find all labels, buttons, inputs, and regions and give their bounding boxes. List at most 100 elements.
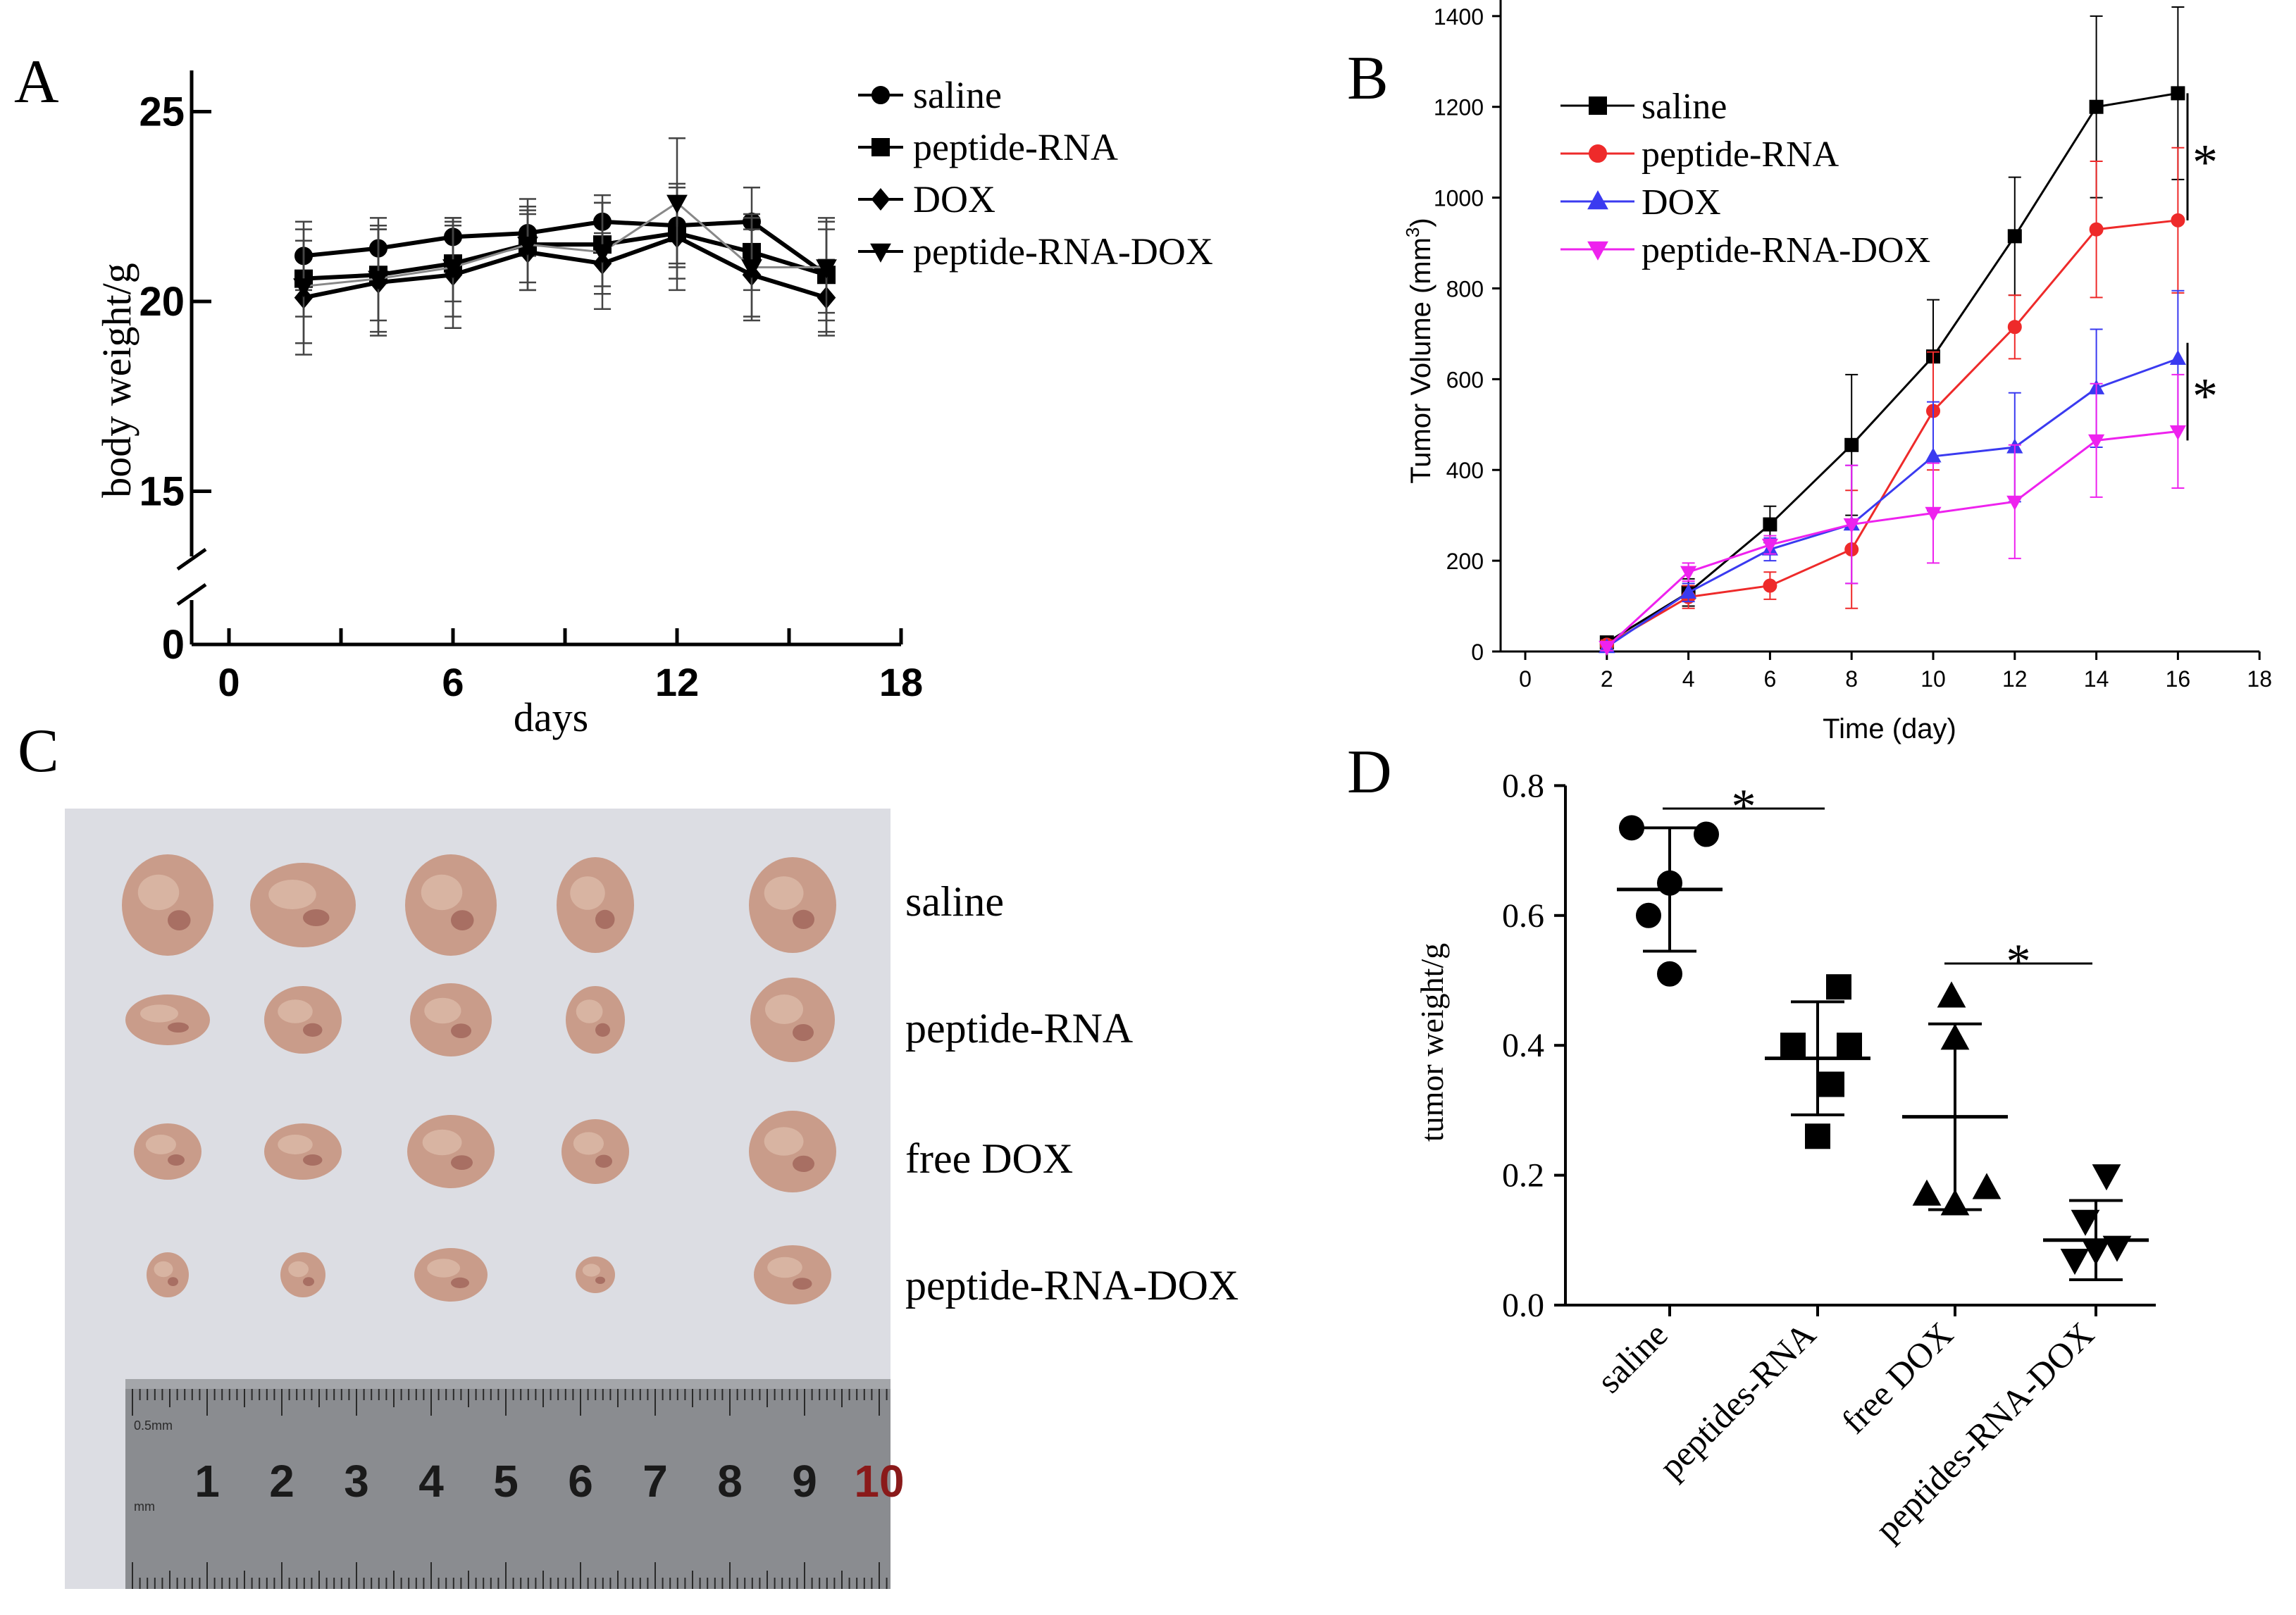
data-point-peptides-RNA: [1805, 1123, 1830, 1149]
y-tick-label-a: 15: [139, 469, 185, 515]
tumor-highlight: [268, 880, 316, 909]
x-tick-label-b: 10: [1920, 666, 1946, 692]
data-point-DOX: [1925, 447, 1942, 463]
ruler: 0.5mm mm 1 2 3 4 5 6 7 8 9 10: [125, 1379, 905, 1589]
legend-marker-DOX: [871, 188, 891, 211]
legend-marker-peptide-RNA-DOX: [870, 243, 891, 263]
data-point-saline: [2007, 229, 2022, 244]
ruler-number: 5: [493, 1456, 519, 1507]
data-point-saline: [1636, 902, 1661, 928]
series-line-DOX: [303, 235, 827, 300]
legend-label: saline: [913, 74, 1002, 116]
tumor-sample: [280, 1252, 325, 1297]
panel-label-d: D: [1347, 738, 1392, 806]
x-tick-label-b: 18: [2247, 666, 2272, 692]
ruler-number: 2: [269, 1456, 294, 1507]
x-tick-label-b: 0: [1519, 666, 1532, 692]
data-point-free DOX: [1937, 981, 1966, 1008]
data-point-DOX: [2169, 349, 2186, 366]
photo-row-label: peptide-RNA: [905, 1005, 1133, 1052]
data-point-peptide-RNA-DOX: [2006, 495, 2023, 511]
tumor-sample: [264, 1123, 342, 1180]
y-tick-label-d: 0.0: [1502, 1287, 1544, 1324]
x-tick-label-b: 12: [2002, 666, 2028, 692]
tumor-dark-spot: [793, 1278, 812, 1290]
tumor-dark-spot: [793, 1024, 814, 1041]
data-point-peptide-RNA-DOX: [2169, 425, 2186, 440]
data-point-peptide-RNA-DOX: [741, 259, 762, 279]
legend-marker-saline: [871, 86, 890, 104]
tumor-sample: [566, 986, 625, 1054]
data-point-peptide-RNA-DOX: [1925, 506, 1942, 522]
tumor-highlight: [573, 1132, 604, 1155]
data-point-peptide-RNA-DOX: [1599, 640, 1615, 656]
tumor-dark-spot: [168, 1022, 189, 1033]
tumor-sample: [750, 978, 835, 1062]
body-weight-chart: 0 15 20 25 0 6 12 18 days body weight/g saline p…: [94, 70, 1213, 740]
tumor-highlight: [570, 876, 605, 910]
tumor-dark-spot: [168, 910, 191, 930]
ruler-ticks: [132, 1389, 888, 1589]
tumor-highlight: [764, 1127, 804, 1156]
tumor-sample: [250, 863, 356, 947]
tumor-dark-spot: [451, 1023, 471, 1038]
data-point-peptides-RNA: [1780, 1033, 1806, 1059]
y-tick-label-b: 600: [1446, 367, 1484, 392]
tumor-sample: [557, 857, 634, 953]
x-axis-label-a: days: [514, 694, 588, 740]
tumor-dark-spot: [451, 1155, 473, 1170]
y-tick-label-b: 1200: [1434, 95, 1484, 120]
panel-label-a: A: [14, 48, 59, 116]
tumor-highlight: [145, 1135, 176, 1154]
data-point-peptide-RNA-DOX: [1761, 538, 1778, 554]
ruler-number: 9: [792, 1456, 817, 1507]
tumor-dark-spot: [451, 1277, 469, 1288]
data-point-peptide-RNA: [2007, 320, 2022, 335]
x-tick-label-a: 18: [879, 660, 923, 704]
y-axis-label-b-end: ): [1405, 218, 1436, 227]
tumor-sample: [407, 1115, 495, 1188]
legend-marker-peptide-RNA-DOX: [1587, 241, 1608, 261]
tumor-dark-spot: [793, 1155, 814, 1172]
legend-marker-peptide-RNA: [871, 138, 890, 156]
significance-star: *: [2192, 135, 2218, 191]
data-point-peptides-RNA-DOX: [2060, 1249, 2090, 1276]
ruler-number: 1: [194, 1456, 220, 1507]
x-tick-label-b: 2: [1601, 666, 1613, 692]
legend-label: peptide-RNA: [913, 126, 1118, 168]
tumor-dark-spot: [303, 1154, 323, 1166]
tumor-sample: [122, 854, 213, 956]
legend-label: saline: [1642, 87, 1727, 127]
tumor-highlight: [424, 997, 461, 1024]
legend-a: saline peptide-RNA DOX peptide-RNA-DOX: [858, 74, 1213, 273]
data-point-peptide-RNA-DOX: [2088, 434, 2105, 449]
tumor-sample: [576, 1257, 615, 1293]
axis-break-mark-a: [176, 582, 207, 606]
tumor-grid: [122, 854, 836, 1304]
data-point-peptide-RNA-DOX: [592, 244, 613, 263]
data-point-peptide-RNA-DOX: [816, 259, 837, 279]
y-axis-label-b-text: Tumor Volume (mm: [1405, 237, 1436, 484]
ruler-numbers: 1 2 3 4 5 6 7 8 9 10: [194, 1456, 904, 1507]
y-axis-label-a: body weight/g: [94, 263, 139, 497]
axes-b: 0200400600800100012001400160002468101214…: [1434, 0, 2272, 692]
data-point-peptide-RNA-DOX: [442, 259, 464, 279]
tumor-highlight: [140, 1004, 178, 1023]
legend-label: DOX: [913, 178, 995, 220]
tumor-sample: [754, 1245, 831, 1304]
ruler-number: 3: [344, 1456, 369, 1507]
tumor-dark-spot: [595, 1023, 610, 1037]
legend-b: saline peptide-RNA DOX peptide-RNA-DOX: [1560, 87, 1930, 270]
legend-label: peptide-RNA-DOX: [913, 230, 1213, 273]
tumor-dark-spot: [168, 1277, 178, 1286]
tumor-dark-spot: [303, 1277, 314, 1286]
y-axis-label-b: Tumor Volume (mm3): [1402, 218, 1436, 483]
legend-label: peptide-RNA: [1642, 135, 1839, 175]
tumor-highlight: [421, 874, 463, 911]
series-b: [1599, 6, 2186, 656]
tumor-sample: [561, 1119, 629, 1184]
series-line-saline: [1606, 92, 2178, 644]
data-point-peptides-RNA-DOX: [2092, 1164, 2121, 1191]
